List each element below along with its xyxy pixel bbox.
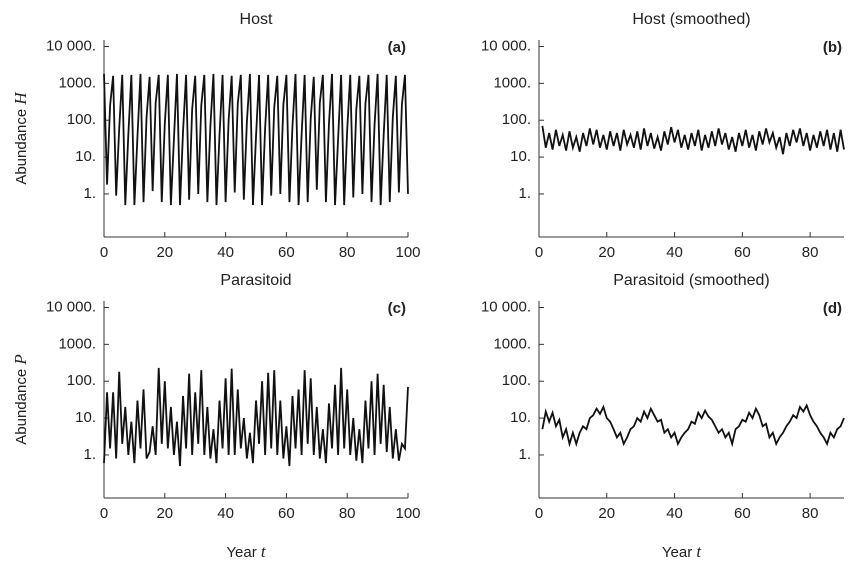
y-tick-label: 10.: [510, 409, 531, 426]
y-tick-label: 10.: [510, 148, 531, 165]
x-axis-label-text: Year: [662, 544, 692, 561]
x-tick-label: 20: [156, 505, 173, 522]
x-tick-label: 40: [217, 505, 234, 522]
x-tick-label: 60: [734, 244, 751, 261]
panel-title: Parasitoid (smoothed): [613, 272, 770, 289]
data-line: [103, 73, 409, 206]
data-line: [103, 367, 409, 467]
panel-title: Host (smoothed): [632, 11, 750, 28]
y-axis-label-text: Abundance: [13, 109, 30, 185]
panel-label: (d): [823, 300, 842, 317]
y-tick-label: 1000.: [493, 74, 531, 91]
x-axis-label-text: Year: [226, 544, 256, 561]
x-tick-label: 20: [598, 244, 615, 261]
y-tick-label: 10 000.: [46, 37, 96, 54]
y-axis-label: Abundance H: [11, 91, 30, 185]
panel-title: Parasitoid: [220, 272, 291, 289]
y-tick-label: 10 000.: [481, 37, 531, 54]
x-axis-label: Year t: [226, 542, 266, 561]
y-tick-label: 100.: [67, 111, 96, 128]
y-tick-label: 10.: [75, 409, 96, 426]
y-tick-label: 1.: [83, 446, 96, 463]
panel-label: (c): [388, 300, 406, 317]
panel-label: (a): [388, 39, 406, 56]
y-tick-label: 1.: [518, 185, 531, 202]
x-tick-label: 80: [339, 505, 356, 522]
panel-label: (b): [823, 39, 842, 56]
data-line: [541, 125, 845, 155]
x-axis-label-var: t: [696, 542, 702, 561]
x-tick-label: 80: [802, 244, 819, 261]
y-tick-label: 1.: [83, 185, 96, 202]
y-tick-label: 10.: [75, 148, 96, 165]
panel-title: Host: [240, 11, 273, 28]
x-tick-label: 0: [100, 505, 108, 522]
x-tick-label: 20: [156, 244, 173, 261]
x-tick-label: 20: [598, 505, 615, 522]
y-tick-label: 1.: [518, 446, 531, 463]
y-tick-label: 100.: [502, 111, 531, 128]
data-line: [541, 403, 845, 448]
x-tick-label: 0: [100, 244, 108, 261]
y-axis-label-text: Abundance: [13, 369, 30, 445]
y-tick-label: 10 000.: [46, 298, 96, 315]
y-tick-label: 1000.: [58, 74, 96, 91]
x-tick-label: 80: [802, 505, 819, 522]
x-tick-label: 0: [535, 505, 543, 522]
x-tick-label: 100: [395, 505, 420, 522]
y-axis-label-var: H: [11, 91, 30, 106]
y-tick-label: 1000.: [493, 335, 531, 352]
x-tick-label: 0: [535, 244, 543, 261]
x-axis-label-var: t: [261, 542, 267, 561]
x-tick-label: 40: [666, 244, 683, 261]
y-tick-label: 100.: [67, 372, 96, 389]
x-tick-label: 40: [217, 244, 234, 261]
x-axis-label: Year t: [662, 542, 702, 561]
x-tick-label: 40: [666, 505, 683, 522]
y-axis-label-var: P: [11, 354, 30, 365]
x-tick-label: 60: [278, 244, 295, 261]
y-tick-label: 1000.: [58, 335, 96, 352]
y-tick-label: 100.: [502, 372, 531, 389]
y-tick-label: 10 000.: [481, 298, 531, 315]
x-tick-label: 100: [395, 244, 420, 261]
x-tick-label: 80: [339, 244, 356, 261]
y-axis-label: Abundance P: [11, 354, 30, 444]
x-tick-label: 60: [734, 505, 751, 522]
x-tick-label: 60: [278, 505, 295, 522]
